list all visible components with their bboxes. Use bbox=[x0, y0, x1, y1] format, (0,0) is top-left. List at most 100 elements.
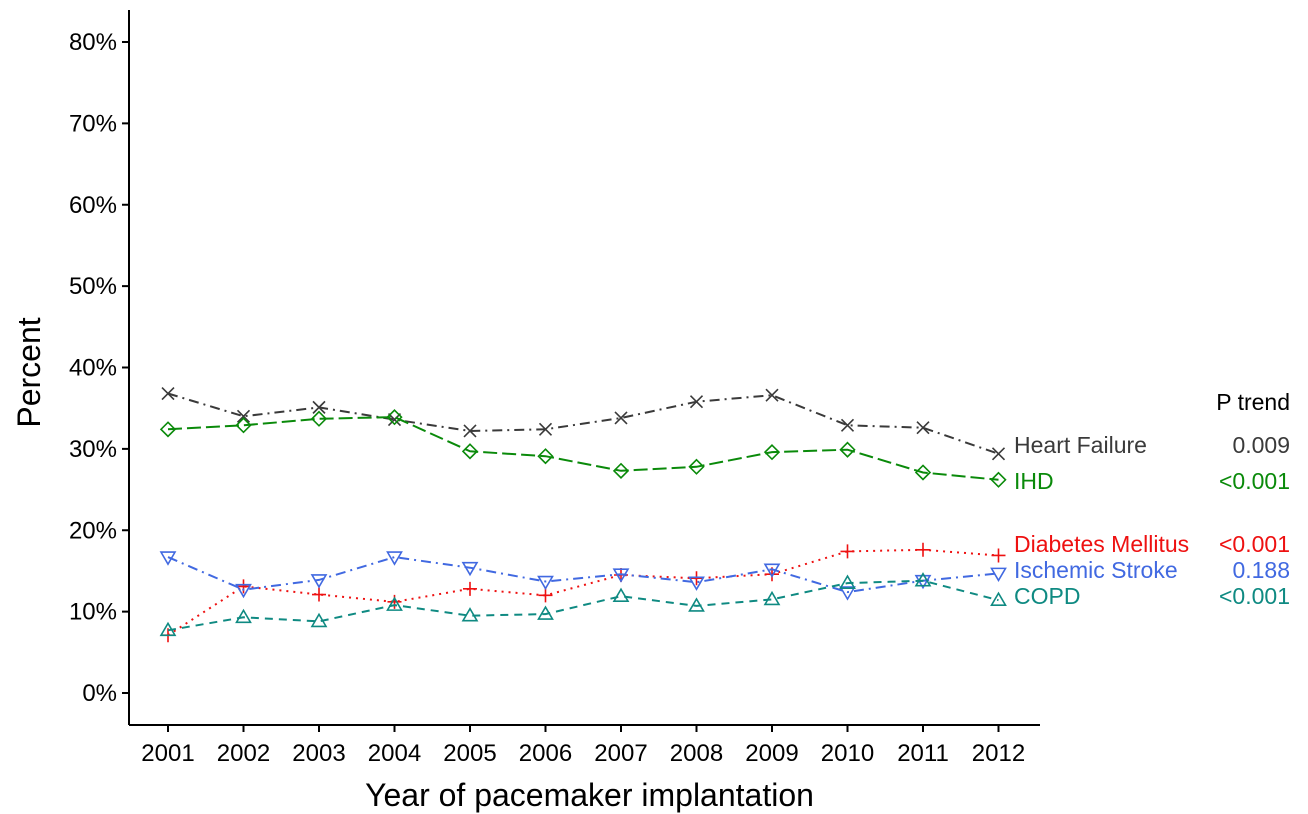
y-tick-label: 50% bbox=[69, 273, 117, 300]
x-tick-label: 2004 bbox=[368, 740, 421, 767]
x-tick-label: 2007 bbox=[594, 740, 647, 767]
data-point bbox=[312, 400, 326, 414]
data-point bbox=[538, 422, 553, 436]
x-tick-label: 2005 bbox=[443, 740, 496, 767]
series-line bbox=[167, 392, 999, 455]
y-tick-label: 20% bbox=[69, 517, 117, 544]
x-tick-label: 2011 bbox=[897, 740, 949, 767]
y-tick-label: 30% bbox=[69, 436, 117, 463]
p-trend-value: 0.009 bbox=[1232, 432, 1290, 458]
series-ihd bbox=[159, 409, 1007, 488]
series-name-label: IHD bbox=[1014, 468, 1054, 494]
series-heart-failure bbox=[161, 386, 1006, 461]
data-point bbox=[612, 568, 630, 583]
data-point bbox=[991, 548, 1006, 563]
data-point bbox=[310, 574, 328, 589]
data-point bbox=[312, 587, 326, 602]
series-ischemic-stroke bbox=[159, 551, 1007, 601]
y-tick-label: 0% bbox=[82, 680, 117, 707]
p-trend-value: <0.001 bbox=[1219, 531, 1290, 557]
y-tick-label: 60% bbox=[69, 192, 117, 219]
data-point bbox=[537, 605, 554, 620]
p-trend-value: <0.001 bbox=[1219, 468, 1290, 494]
data-point bbox=[386, 596, 403, 611]
series-layer bbox=[159, 386, 1007, 643]
data-point bbox=[916, 421, 930, 435]
series-line bbox=[167, 579, 999, 632]
data-point bbox=[990, 471, 1007, 488]
series-line bbox=[167, 556, 999, 594]
data-point bbox=[612, 587, 630, 602]
series-name-label: Diabetes Mellitus bbox=[1014, 531, 1189, 557]
chart-axes: 0% 10% 20% 30% 40% 50% 60% 70% 80% 2001 2002 2003 20… bbox=[69, 10, 1040, 767]
data-point bbox=[689, 395, 704, 409]
data-point bbox=[386, 551, 403, 566]
data-point bbox=[688, 576, 705, 591]
series-diabetes-mellitus bbox=[161, 542, 1006, 643]
data-point bbox=[387, 413, 402, 427]
series-name-label: COPD bbox=[1014, 583, 1080, 609]
x-tick-label: 2002 bbox=[217, 740, 270, 767]
data-point bbox=[991, 447, 1006, 461]
data-point bbox=[990, 567, 1007, 582]
data-point bbox=[310, 612, 328, 628]
data-point bbox=[463, 424, 477, 438]
data-point bbox=[689, 571, 704, 586]
series-name-label: Ischemic Stroke bbox=[1014, 557, 1178, 583]
x-tick-label: 2010 bbox=[821, 740, 874, 767]
data-point bbox=[236, 409, 251, 423]
data-point bbox=[612, 462, 630, 479]
data-point bbox=[763, 563, 781, 578]
data-point bbox=[990, 591, 1007, 607]
data-point bbox=[840, 418, 855, 432]
y-tick-label: 80% bbox=[69, 29, 117, 56]
data-point bbox=[461, 607, 479, 622]
series-line bbox=[167, 548, 999, 637]
data-point bbox=[763, 443, 781, 461]
data-point bbox=[235, 608, 252, 624]
data-point bbox=[159, 421, 177, 438]
y-tick-label: 40% bbox=[69, 355, 117, 382]
series-name-label: Heart Failure bbox=[1014, 432, 1147, 458]
data-point bbox=[235, 417, 252, 434]
data-point bbox=[614, 411, 628, 425]
series-copd bbox=[159, 572, 1007, 637]
data-point bbox=[839, 586, 856, 601]
y-axis-title: Percent bbox=[11, 317, 47, 427]
data-point bbox=[236, 579, 251, 594]
p-trend-header: P trend bbox=[1216, 389, 1290, 415]
data-point bbox=[310, 410, 328, 427]
p-trend-value: <0.001 bbox=[1219, 583, 1290, 609]
data-point bbox=[688, 597, 705, 612]
data-point bbox=[537, 575, 554, 591]
x-tick-label: 2012 bbox=[972, 740, 1025, 767]
data-point bbox=[914, 464, 932, 481]
x-tick-label: 2001 bbox=[141, 740, 194, 767]
data-point bbox=[159, 551, 177, 566]
data-point bbox=[235, 583, 252, 599]
data-point bbox=[763, 590, 781, 606]
y-tick-label: 10% bbox=[69, 599, 117, 626]
data-point bbox=[840, 544, 855, 559]
x-tick-label: 2008 bbox=[670, 740, 723, 767]
y-tick-label: 70% bbox=[69, 110, 117, 137]
x-axis-title: Year of pacemaker implantation bbox=[365, 777, 814, 813]
x-tick-label: 2006 bbox=[519, 740, 572, 767]
data-point bbox=[839, 574, 856, 589]
p-trend-value: 0.188 bbox=[1232, 557, 1290, 583]
data-point bbox=[463, 581, 477, 596]
series-line bbox=[167, 416, 999, 481]
data-point bbox=[537, 448, 554, 465]
x-tick-label: 2009 bbox=[745, 740, 798, 767]
data-point bbox=[386, 409, 403, 426]
data-point bbox=[461, 561, 479, 577]
x-tick-label: 2003 bbox=[292, 740, 345, 767]
data-point bbox=[161, 386, 175, 401]
data-point bbox=[688, 458, 705, 475]
data-point bbox=[461, 443, 479, 460]
data-point bbox=[839, 441, 856, 458]
data-point bbox=[538, 588, 553, 603]
data-point bbox=[916, 542, 930, 557]
series-end-labels: Heart Failure 0.009 IHD <0.001 Diabetes Mell… bbox=[1014, 432, 1290, 609]
